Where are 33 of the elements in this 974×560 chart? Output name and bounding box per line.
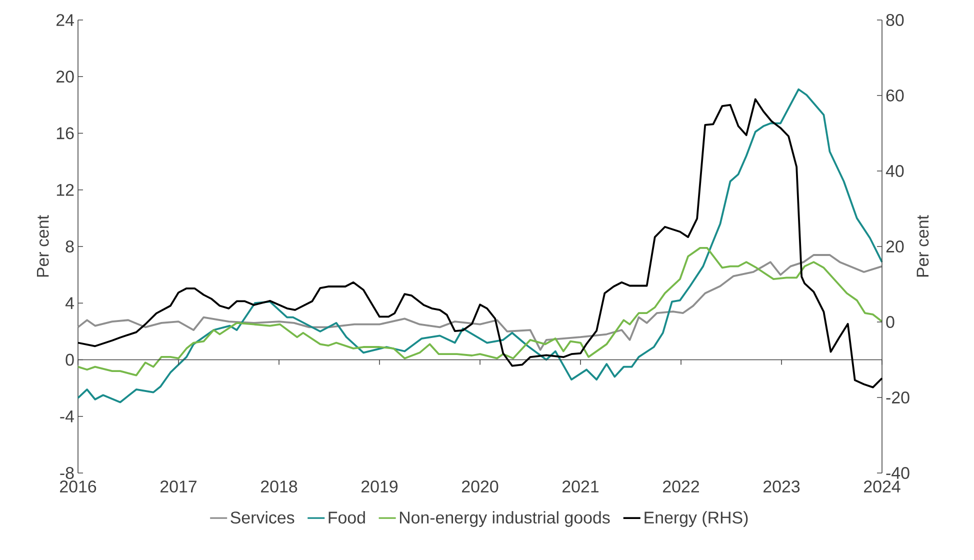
x-tick-label: 2020 xyxy=(462,480,498,493)
x-tick-label: 2021 xyxy=(562,480,599,493)
y2-tick-label: -40 xyxy=(886,467,910,479)
y2-tick-label: 80 xyxy=(886,14,904,26)
x-tick-label: 2018 xyxy=(261,480,298,493)
x-tick-label: 2017 xyxy=(160,480,196,493)
y-tick-label: 4 xyxy=(65,297,74,309)
y-tick-label: 16 xyxy=(56,127,74,140)
y2-tick-label: 40 xyxy=(886,164,904,177)
line-series xyxy=(77,246,883,376)
x-tick-label: 2022 xyxy=(663,480,699,493)
y2-tick-label: 60 xyxy=(886,89,904,102)
legend-label: Non-energy industrial goods xyxy=(400,511,610,527)
y-tick-label: -4 xyxy=(60,410,74,422)
x-tick-label: 2023 xyxy=(764,480,800,493)
x-tick-label: 2024 xyxy=(864,480,900,493)
y-tick-label: 24 xyxy=(56,14,74,26)
y-tick-label: 20 xyxy=(56,70,74,83)
y-tick-label: -8 xyxy=(60,467,74,479)
y-axis-title: Per cent xyxy=(36,215,49,277)
y-tick-label: 12 xyxy=(56,184,74,196)
legend-label: Services xyxy=(230,511,294,524)
y2-tick-label: 0 xyxy=(886,316,894,328)
y-tick-label: 0 xyxy=(66,354,74,366)
line-series xyxy=(77,254,883,351)
y-tick-label: 8 xyxy=(66,240,74,252)
x-tick-label: 2016 xyxy=(60,480,96,493)
legend-label: Food xyxy=(328,511,365,524)
x-tick-label: 2019 xyxy=(362,480,398,493)
legend-label: Energy (RHS) xyxy=(644,511,748,527)
y2-tick-label: 20 xyxy=(886,240,904,252)
y2-tick-label: -20 xyxy=(886,392,910,404)
y2-axis-title: Per cent xyxy=(916,215,929,277)
